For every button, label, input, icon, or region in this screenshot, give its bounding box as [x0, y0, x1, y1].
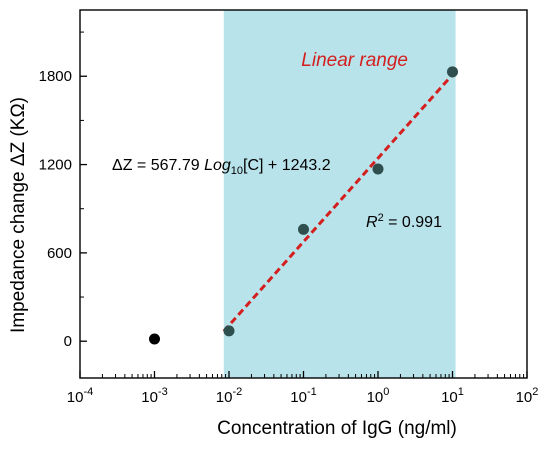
data-points — [149, 66, 458, 345]
x-tick-base: 10 — [67, 389, 84, 406]
x-tick-label: 102 — [516, 386, 539, 406]
x-tick-base: 10 — [216, 389, 233, 406]
linear-range-region — [223, 10, 456, 378]
x-tick-base: 10 — [141, 389, 158, 406]
fit-line — [222, 71, 456, 333]
y-tick-label: 1800 — [39, 68, 72, 85]
x-tick-label: 10-2 — [216, 386, 242, 406]
x-axis-title: Concentration of IgG (ng/ml) — [217, 418, 457, 439]
equation-prefix: ΔZ = 567.79 — [112, 157, 204, 174]
r-squared-r: R — [366, 214, 378, 231]
x-tick-base: 10 — [367, 389, 384, 406]
x-tick-exponent: -3 — [158, 386, 168, 398]
data-point — [298, 223, 309, 235]
equation-suffix: [C] + 1243.2 — [243, 157, 331, 174]
x-tick-label: 10-1 — [290, 386, 316, 406]
x-tick-base: 10 — [441, 389, 458, 406]
x-tick-base: 10 — [516, 389, 533, 406]
y-axis-title: Impedance change ΔZ (KΩ) — [8, 97, 29, 333]
data-point — [447, 66, 458, 78]
x-tick-label: 10-4 — [67, 386, 93, 406]
x-tick-exponent: 1 — [458, 386, 464, 398]
r-squared-sup: 2 — [378, 212, 384, 224]
data-point — [149, 333, 160, 345]
plot-frame — [79, 9, 528, 379]
x-tick-exponent: -4 — [83, 386, 93, 398]
x-tick-exponent: 2 — [532, 386, 538, 398]
x-tick-exponent: 0 — [383, 386, 389, 398]
x-tick-label: 100 — [367, 386, 390, 406]
x-tick-exponent: -2 — [232, 386, 242, 398]
x-tick-label: 10-3 — [141, 386, 167, 406]
equation-log: Log — [204, 157, 231, 174]
x-tick-base: 10 — [290, 389, 307, 406]
r-squared-annotation: R2 = 0.991 — [366, 212, 442, 231]
y-tick-label: 0 — [64, 333, 72, 350]
y-tick-label: 600 — [47, 245, 72, 262]
x-tick-exponent: -1 — [307, 386, 317, 398]
x-tick-label: 101 — [441, 386, 464, 406]
data-point — [372, 163, 384, 175]
data-point — [223, 325, 235, 337]
equation-annotation: ΔZ = 567.79 Log10[C] + 1243.2 — [112, 157, 331, 177]
equation-log-base: 10 — [231, 165, 243, 177]
y-tick-label: 1200 — [39, 157, 72, 174]
linear-range-label: Linear range — [301, 50, 408, 71]
r-squared-value: = 0.991 — [384, 214, 442, 231]
